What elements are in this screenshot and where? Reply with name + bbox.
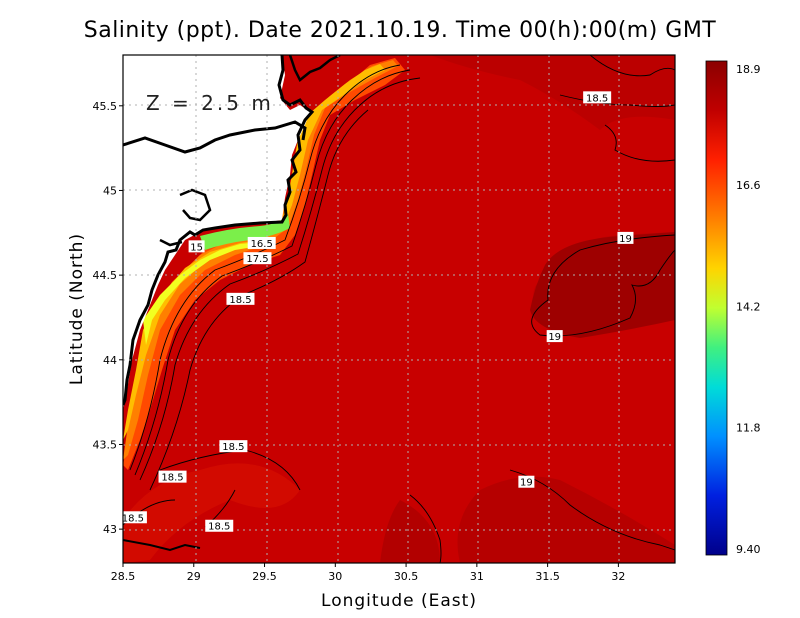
coastline-south [123,539,201,552]
lake-outline [179,188,212,222]
contour-label-background [243,252,272,265]
contour-label: 19 [520,478,533,489]
contour-label-background [546,330,563,343]
contour-label-background [518,475,535,488]
high-salinity-zone-southwest [380,500,440,563]
colorbar-label: 14.2 [736,300,761,313]
y-tick-label: 45.5 [93,100,118,113]
contour-coastal-1 [129,64,401,471]
y-axis-label: Latitude (North) [67,233,87,385]
coastline-north-bay [123,120,307,154]
x-tick-label: 31.5 [535,570,560,583]
plot-frame [122,54,676,564]
contour-18-5-north [589,55,675,77]
contour-label-background [158,470,187,483]
colorbar-label: 18.9 [736,63,761,76]
coastline-west [123,55,315,406]
contour-label: 18.5 [222,442,244,453]
contour-label-background [583,91,612,104]
x-tick-label: 31 [470,570,484,583]
coastline-danube-delta [288,55,341,82]
depth-label: Z = 2.5 m [146,91,274,115]
contour-18-5-northeast [559,94,675,107]
contour-coastal-2 [134,69,411,476]
y-tick-label: 43.5 [93,438,118,451]
contour-labels: 18.5 19 19 19 15 16.5 17.5 18.5 18.5 18.5 18.5 18.5 [122,91,634,533]
contour-label-background [226,292,255,305]
contour-18-5-east [604,124,675,162]
contour-label-background [247,236,276,249]
x-tick-label: 30.5 [394,570,419,583]
y-tick-label: 44 [103,354,117,367]
y-tick-label: 44.5 [93,269,118,282]
contour-label-background [123,511,147,524]
plume-yellow-band [143,240,270,345]
contour-label: 18.5 [122,513,144,524]
plume-green-band [200,214,290,250]
x-axis-label: Longitude (East) [321,591,477,611]
contour-label: 18.5 [586,93,608,104]
contour-label: 18.5 [229,295,251,306]
x-tick-label: 29 [187,570,201,583]
colorbar-label: 11.8 [736,422,761,435]
colorbar-labels: 18.9 16.6 14.2 11.8 9.40 [736,63,761,556]
x-tick-label: 32 [611,570,625,583]
contour-label: 18.5 [161,473,183,484]
x-axis-ticks: 28.5 29 29.5 30 30.5 31 31.5 32 [111,563,625,583]
contour-label: 15 [190,242,203,253]
salinity-field: 18.5 19 19 19 15 16.5 17.5 18.5 18.5 18.5 18.5 18.5 [122,55,675,563]
contour-19-east [531,234,675,337]
x-tick-label: 30 [328,570,342,583]
colorbar-label: 9.40 [736,543,761,556]
land-mass [123,55,310,410]
x-tick-label: 29.5 [252,570,277,583]
contour-label-background [219,440,248,453]
y-tick-label: 45 [103,184,117,197]
y-axis-ticks: 43 43.5 44 44.5 45 45.5 [93,100,123,536]
contour-label-background [188,240,205,253]
low-salinity-zone-southwest [123,463,300,563]
y-tick-label: 43 [103,523,117,536]
contour-label: 19 [619,234,632,245]
high-salinity-zone-south [457,476,675,563]
contour-coastal-3 [139,77,421,481]
contour-label: 18.5 [208,522,230,533]
map-title: Salinity (ppt). Date 2021.10.19. Time 00… [83,18,717,43]
high-salinity-zone-east [530,232,675,338]
contour-label: 16.5 [251,239,273,250]
contour-label-background [617,231,634,244]
contour-label-background [205,519,234,532]
contour-label: 17.5 [246,254,268,265]
coastline-lagoon [159,238,183,247]
x-tick-label: 28.5 [111,570,136,583]
colorbar-label: 16.6 [736,179,761,192]
contour-19-southwest [409,494,442,563]
contour-label: 19 [548,332,561,343]
colorbar [705,60,728,556]
